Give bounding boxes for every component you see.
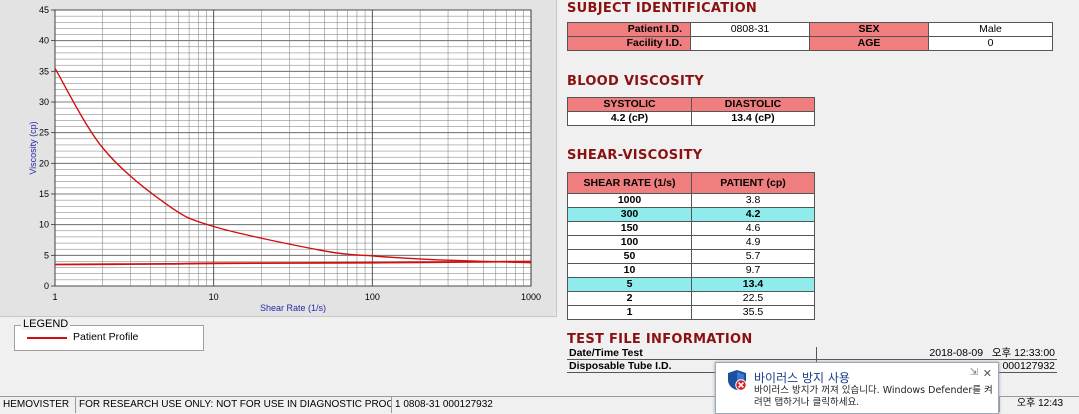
y-axis-label: Viscosity (cp) xyxy=(28,121,38,174)
table-row: 150 4.6 xyxy=(567,221,815,236)
viscosity-chart: 0 5 10 15 20 25 30 35 40 45 1 10 100 1000 Viscosity (… xyxy=(28,5,541,313)
taskbar-clock[interactable]: 오후 12:43 xyxy=(999,396,1079,412)
y-tick-label: 35 xyxy=(39,66,49,76)
test-date: 2018-08-09 xyxy=(929,347,984,359)
status-record: 1 0808-31 000127932 xyxy=(395,399,493,410)
status-notice: FOR RESEARCH USE ONLY: NOT FOR USE IN DI… xyxy=(76,397,392,413)
x-tick-label: 1000 xyxy=(521,292,541,302)
blood-viscosity-title: BLOOD VISCOSITY xyxy=(567,74,704,89)
table-row: 2 22.5 xyxy=(567,291,815,306)
shear-rate-header: SHEAR RATE (1/s) xyxy=(567,172,692,194)
table-row: 1000 3.8 xyxy=(567,193,815,208)
sex-value: Male xyxy=(928,22,1053,37)
patient-cell: 4.6 xyxy=(691,221,815,236)
y-tick-label: 5 xyxy=(44,250,49,260)
test-time: 오후 12:33:00 xyxy=(991,347,1055,359)
notification-title: 바이러스 방지 사용 xyxy=(754,371,850,385)
systolic-label: SYSTOLIC xyxy=(567,97,692,112)
datetime-label: Date/Time Test xyxy=(567,347,817,360)
patient-cell: 4.9 xyxy=(691,235,815,250)
y-tick-label: 25 xyxy=(39,128,49,138)
age-value: 0 xyxy=(928,36,1053,51)
legend-line-swatch xyxy=(27,337,67,339)
notification-body: 바이러스 방지가 꺼져 있습니다. Windows Defender를 켜려면 … xyxy=(754,385,993,408)
diastolic-value: 13.4 (cP) xyxy=(691,111,815,126)
shear-rate-cell: 1 xyxy=(567,305,692,320)
patient-cell: 3.8 xyxy=(691,193,815,208)
x-tick-label: 10 xyxy=(209,292,219,302)
y-tick-label: 15 xyxy=(39,189,49,199)
shear-rate-cell: 2 xyxy=(567,291,692,306)
x-tick-label: 100 xyxy=(365,292,380,302)
viscosity-chart-panel: 0 5 10 15 20 25 30 35 40 45 1 10 100 1000 Viscosity (… xyxy=(0,0,557,317)
shear-viscosity-title: SHEAR-VISCOSITY xyxy=(567,148,703,163)
y-tick-label: 40 xyxy=(39,36,49,46)
systolic-value: 4.2 (cP) xyxy=(567,111,692,126)
facility-id-label: Facility I.D. xyxy=(567,36,691,51)
pin-icon[interactable]: ⇲ xyxy=(969,367,978,378)
facility-id-value xyxy=(690,36,810,51)
datetime-value: 2018-08-09 오후 12:33:00 xyxy=(816,347,1057,360)
table-row: 300 4.2 xyxy=(567,207,815,222)
close-icon[interactable]: ✕ xyxy=(982,367,992,380)
plot-area xyxy=(54,9,532,287)
series-line-patient-profile xyxy=(54,67,532,264)
table-row: 100 4.9 xyxy=(567,235,815,250)
y-tick-label: 45 xyxy=(39,5,49,15)
y-tick-label: 30 xyxy=(39,97,49,107)
shear-rate-cell: 50 xyxy=(567,249,692,264)
patient-cell: 35.5 xyxy=(691,305,815,320)
diastolic-label: DIASTOLIC xyxy=(691,97,815,112)
subject-table: Patient I.D. 0808-31 SEX Male Facility I… xyxy=(567,22,1053,51)
shear-rate-cell: 150 xyxy=(567,221,692,236)
table-row: 5 13.4 xyxy=(567,277,815,292)
tick-labels: 0 5 10 15 20 25 30 35 40 45 1 10 100 1000 xyxy=(39,5,541,302)
blood-viscosity-table: SYSTOLIC DIASTOLIC 4.2 (cP) 13.4 (cP) xyxy=(567,97,815,126)
x-axis-label: Shear Rate (1/s) xyxy=(260,303,326,313)
shear-rate-cell: 300 xyxy=(567,207,692,222)
patient-cell: 22.5 xyxy=(691,291,815,306)
series-layer xyxy=(54,67,532,266)
series-line-baseline xyxy=(54,260,532,266)
patient-cell: 4.2 xyxy=(691,207,815,222)
shear-viscosity-table: SHEAR RATE (1/s) PATIENT (cp) 1000 3.8 30… xyxy=(567,172,815,320)
subject-section-title: SUBJECT IDENTIFICATION xyxy=(567,1,758,16)
table-row: 1 35.5 xyxy=(567,305,815,320)
shear-rate-cell: 100 xyxy=(567,235,692,250)
sex-label: SEX xyxy=(809,22,929,37)
shear-rate-cell: 1000 xyxy=(567,193,692,208)
antivirus-notification[interactable]: 바이러스 방지 사용 바이러스 방지가 꺼져 있습니다. Windows Def… xyxy=(715,362,999,414)
legend-title: LEGEND xyxy=(21,318,71,330)
patient-cell: 13.4 xyxy=(691,277,815,292)
patient-cell: 5.7 xyxy=(691,249,815,264)
x-tick-label: 1 xyxy=(52,292,57,302)
patient-header: PATIENT (cp) xyxy=(691,172,815,194)
table-row: 50 5.7 xyxy=(567,249,815,264)
patient-cell: 9.7 xyxy=(691,263,815,278)
shear-rate-cell: 5 xyxy=(567,277,692,292)
shield-warning-icon xyxy=(728,370,747,391)
table-row: 10 9.7 xyxy=(567,263,815,278)
y-tick-label: 0 xyxy=(44,281,49,291)
test-file-title: TEST FILE INFORMATION xyxy=(567,332,753,347)
y-tick-label: 20 xyxy=(39,158,49,168)
patient-id-value: 0808-31 xyxy=(690,22,810,37)
age-label: AGE xyxy=(809,36,929,51)
status-app-name: HEMOVISTER xyxy=(0,397,76,413)
legend-item-label: Patient Profile xyxy=(73,331,139,343)
patient-id-label: Patient I.D. xyxy=(567,22,691,37)
y-tick-label: 10 xyxy=(39,220,49,230)
legend: LEGEND Patient Profile xyxy=(14,318,204,351)
shear-rate-cell: 10 xyxy=(567,263,692,278)
grid-lines xyxy=(54,9,531,287)
